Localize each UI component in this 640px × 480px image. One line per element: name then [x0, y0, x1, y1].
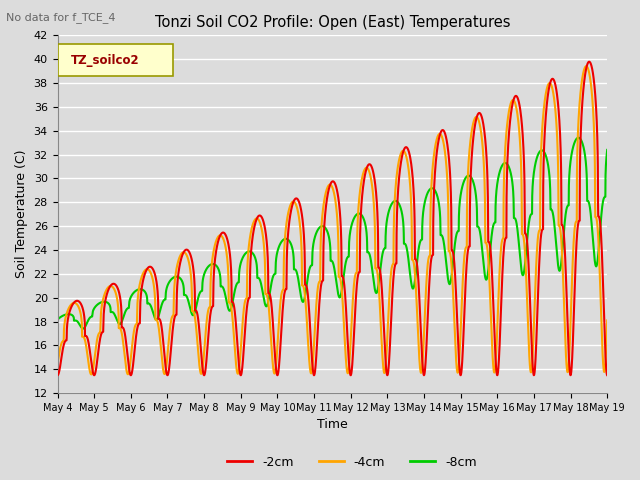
X-axis label: Time: Time	[317, 419, 348, 432]
Legend: -2cm, -4cm, -8cm: -2cm, -4cm, -8cm	[222, 451, 482, 474]
Y-axis label: Soil Temperature (C): Soil Temperature (C)	[15, 150, 28, 278]
Text: TZ_soilco2: TZ_soilco2	[71, 54, 140, 67]
Text: No data for f_TCE_4: No data for f_TCE_4	[6, 12, 116, 23]
FancyBboxPatch shape	[58, 44, 173, 76]
Title: Tonzi Soil CO2 Profile: Open (East) Temperatures: Tonzi Soil CO2 Profile: Open (East) Temp…	[155, 15, 510, 30]
